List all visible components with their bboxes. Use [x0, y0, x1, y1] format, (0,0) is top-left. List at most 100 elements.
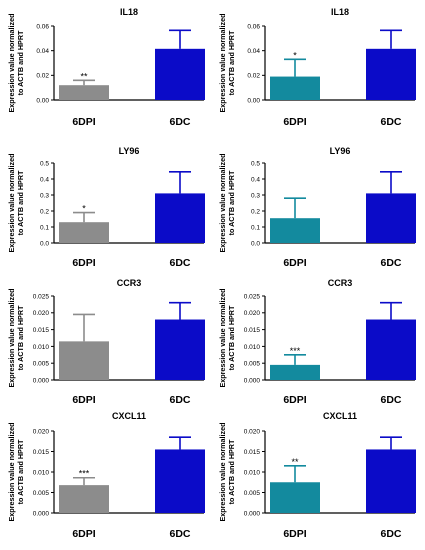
bar-6dc [155, 449, 205, 513]
bar-6dpi [59, 85, 109, 100]
category-label: 6DC [380, 394, 401, 406]
y-tick-label: 0.020 [33, 428, 50, 435]
y-axis-label-line2: to ACTB and HPRT [16, 30, 25, 95]
chart-panel-1: IL18 Expression value normalized to ACTB a… [7, 7, 205, 128]
y-tick-label: 0.005 [33, 361, 50, 368]
category-label: 6DPI [72, 528, 95, 540]
y-tick-label: 0.000 [244, 510, 261, 517]
bar-6dc [366, 449, 416, 513]
y-tick-label: 0.00 [36, 97, 49, 104]
y-tick-label: 0.02 [36, 73, 49, 80]
chart-title: CCR3 [117, 278, 142, 288]
significance-marker: * [82, 204, 86, 214]
bar-6dpi [270, 482, 320, 513]
y-tick-label: 0.3 [40, 192, 49, 199]
y-tick-label: 0.3 [251, 192, 260, 199]
chart-title: LY96 [330, 146, 351, 156]
category-label: 6DC [169, 257, 190, 269]
chart-panel-7: CXCL11 Expression value normalized to ACTB… [7, 411, 205, 540]
y-axis-label-line2: to ACTB and HPRT [227, 170, 236, 235]
y-tick-label: 0.025 [244, 293, 261, 300]
y-axis-label-line1: Expression value normalized [7, 153, 16, 252]
category-label: 6DC [380, 116, 401, 128]
y-tick-label: 0.015 [33, 327, 50, 334]
significance-marker: *** [79, 469, 90, 479]
y-tick-label: 0.02 [247, 73, 260, 80]
chart-panel-5: CCR3 Expression value normalized to ACTB a… [7, 278, 205, 406]
y-tick-label: 0.010 [244, 344, 261, 351]
chart-panel-2: IL18 Expression value normalized to ACTB a… [218, 7, 416, 128]
y-tick-label: 0.06 [247, 23, 260, 30]
category-label: 6DPI [283, 116, 306, 128]
category-label: 6DC [169, 394, 190, 406]
y-tick-label: 0.020 [244, 428, 261, 435]
y-tick-label: 0.0 [251, 240, 260, 247]
chart-panel-8: CXCL11 Expression value normalized to ACTB… [218, 411, 416, 540]
bar-6dpi [270, 218, 320, 243]
significance-marker: ** [80, 71, 88, 81]
y-axis-label-line2: to ACTB and HPRT [16, 439, 25, 504]
bar-6dc [366, 193, 416, 243]
y-tick-label: 0.2 [251, 208, 260, 215]
significance-marker: ** [291, 457, 299, 467]
y-tick-label: 0.005 [244, 490, 261, 497]
bar-6dc [155, 193, 205, 243]
y-tick-label: 0.000 [33, 510, 50, 517]
y-tick-label: 0.005 [33, 490, 50, 497]
y-tick-label: 0.025 [33, 293, 50, 300]
category-label: 6DC [380, 528, 401, 540]
chart-panel-6: CCR3 Expression value normalized to ACTB a… [218, 278, 416, 406]
y-tick-label: 0.0 [40, 240, 49, 247]
y-tick-label: 0.1 [40, 224, 49, 231]
bar-6dpi [59, 341, 109, 380]
y-axis-label-line1: Expression value normalized [218, 153, 227, 252]
y-tick-label: 0.010 [33, 469, 50, 476]
significance-marker: *** [290, 346, 301, 356]
bar-6dpi [59, 485, 109, 513]
y-tick-label: 0.04 [36, 48, 49, 55]
category-label: 6DC [169, 528, 190, 540]
y-tick-label: 0.06 [36, 23, 49, 30]
chart-title: CXCL11 [323, 411, 357, 421]
category-label: 6DPI [72, 257, 95, 269]
chart-title: CCR3 [328, 278, 353, 288]
chart-panel-3: LY96 Expression value normalized to ACTB a… [7, 146, 205, 269]
category-label: 6DPI [283, 394, 306, 406]
category-label: 6DC [169, 116, 190, 128]
y-tick-label: 0.00 [247, 97, 260, 104]
y-tick-label: 0.4 [251, 176, 260, 183]
significance-marker: * [293, 50, 297, 60]
y-tick-label: 0.5 [251, 160, 260, 167]
y-axis-label-line1: Expression value normalized [218, 13, 227, 112]
y-tick-label: 0.015 [33, 449, 50, 456]
y-tick-label: 0.5 [40, 160, 49, 167]
y-axis-label-line2: to ACTB and HPRT [16, 305, 25, 370]
y-tick-label: 0.015 [244, 449, 261, 456]
bar-6dc [366, 319, 416, 380]
y-tick-label: 0.4 [40, 176, 49, 183]
y-tick-label: 0.000 [33, 377, 50, 384]
bar-6dc [155, 319, 205, 380]
y-tick-label: 0.1 [251, 224, 260, 231]
y-tick-label: 0.2 [40, 208, 49, 215]
y-axis-label-line2: to ACTB and HPRT [227, 305, 236, 370]
chart-title: CXCL11 [112, 411, 146, 421]
bar-6dpi [270, 76, 320, 100]
bar-6dc [155, 48, 205, 100]
bar-6dpi [270, 364, 320, 380]
chart-title: IL18 [331, 7, 349, 17]
chart-panel-4: LY96 Expression value normalized to ACTB a… [218, 146, 416, 269]
bar-6dpi [59, 222, 109, 243]
chart-title: IL18 [120, 7, 138, 17]
category-label: 6DPI [283, 257, 306, 269]
category-label: 6DPI [72, 116, 95, 128]
y-axis-label-line1: Expression value normalized [7, 422, 16, 521]
y-tick-label: 0.015 [244, 327, 261, 334]
y-tick-label: 0.010 [244, 469, 261, 476]
y-tick-label: 0.020 [33, 310, 50, 317]
y-axis-label-line1: Expression value normalized [7, 13, 16, 112]
y-axis-label-line2: to ACTB and HPRT [227, 439, 236, 504]
bar-6dc [366, 48, 416, 100]
y-axis-label-line2: to ACTB and HPRT [16, 170, 25, 235]
